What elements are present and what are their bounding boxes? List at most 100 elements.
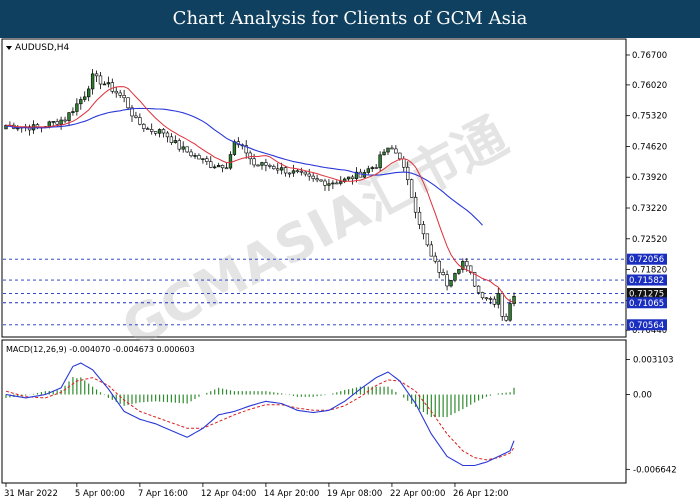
candle [213,164,217,169]
macd-tick-label: 0.00 [633,391,652,401]
candle-body-down [55,121,59,125]
macd-axis: 0.003103 0.00 -0.006642 [626,356,677,475]
candle-body-up [453,273,457,281]
candle [130,104,134,123]
candle [79,96,83,110]
time-tick-label: 5 Apr 00:00 [75,489,125,499]
candle-body-down [165,132,170,138]
price-tag-label: 0.71582 [629,276,664,286]
chart-title: Chart Analysis for Clients of GCM Asia [172,8,528,29]
candle-body-down [134,115,138,118]
candle [315,174,319,183]
candle [504,313,508,322]
candle-body-down [220,164,225,169]
time-axis: 31 Mar 2022 5 Apr 00:00 7 Apr 16:00 12 Apr … [4,483,508,499]
dropdown-triangle-icon[interactable] [6,46,12,50]
candle [331,180,335,190]
price-tag: 0.71275 [627,288,667,300]
candle-body-down [142,123,146,129]
candle [441,268,445,276]
candle-body-down [319,179,323,182]
candle [268,163,272,169]
candle-body-up [496,293,500,305]
candle-body-down [94,73,99,77]
candle [386,147,390,156]
candle [390,145,394,150]
candle-body-down [500,293,504,317]
candle [157,128,162,138]
candle-body-down [122,95,126,99]
candle [346,176,351,182]
candle [142,123,146,132]
candle-body-down [161,129,166,134]
candle-body-up [102,83,107,86]
candle-body-down [295,170,300,173]
price-tick-label: 0.71820 [632,266,667,276]
candle-body-down [177,140,181,150]
candle [417,207,422,230]
candle-body-up [291,170,296,174]
candle-body-down [307,173,311,177]
candle-body-up [157,129,162,134]
candle-body-down [413,197,418,213]
candle-body-up [51,121,55,123]
candle-body-down [197,155,201,160]
price-tick-label: 0.76020 [632,81,667,91]
price-tag-box [627,319,667,331]
price-tag: 0.71065 [627,297,667,309]
symbol-label: AUDUSD,H4 [15,43,70,53]
candle [492,296,497,308]
candle-body-down [299,170,304,173]
macd-line [5,362,515,467]
candle [382,149,386,156]
candle [480,291,485,300]
candle-body-up [260,162,264,166]
candle [350,174,355,185]
candle [67,111,71,127]
candle-body-down [311,175,315,179]
candle [500,291,504,321]
candle [445,270,449,291]
candle-body-up [366,168,370,173]
candle-body-down [469,265,473,273]
candle [291,164,296,177]
price-tick-label: 0.72520 [632,235,667,245]
candle-body-down [303,171,307,175]
ma-fast-line [5,86,515,303]
price-tick-label: 0.70440 [632,326,667,336]
candle [394,145,398,154]
candle-body-up [232,141,237,155]
candle-body-up [79,99,83,105]
candle [287,172,292,178]
candle-body-up [59,119,63,125]
candle-body-down [146,128,150,130]
candle-body-down [224,167,229,170]
candle-body-up [201,158,205,160]
candle [260,161,264,170]
candle-body-down [465,261,469,267]
candle-body-up [71,111,75,114]
candle-body-down [437,260,441,273]
candle-body-down [433,255,437,262]
candle-body-down [276,168,280,171]
candle [59,116,63,130]
moving-averages [5,86,515,303]
price-levels [3,258,625,326]
candle [425,233,430,247]
candle [319,179,323,182]
candle-body-down [130,107,134,117]
candles [4,69,516,322]
candle-body-down [153,131,158,134]
candle [476,285,481,295]
ma-slow-line [5,107,483,226]
candle [205,155,209,166]
candle [118,89,122,99]
macd-panel-frame [1,339,627,484]
candle [153,131,158,136]
macd-tick-label: 0.003103 [633,356,674,366]
candle [165,131,170,143]
candle [86,85,91,102]
time-tick-label: 31 Mar 2022 [4,489,58,499]
candle-body-up [90,73,95,90]
candle [146,126,150,130]
